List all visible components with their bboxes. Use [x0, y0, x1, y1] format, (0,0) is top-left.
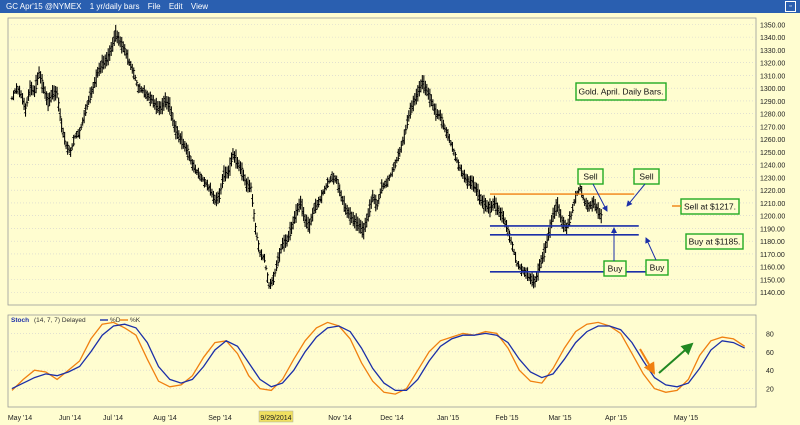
chart-title-box	[575, 82, 667, 101]
price-tick-label: 1300.00	[760, 86, 785, 93]
price-tick-label: 1310.00	[760, 73, 785, 80]
sell-callout-1: Sell	[583, 172, 597, 182]
price-tick-label: 1250.00	[760, 150, 785, 157]
stoch-panel-frame	[7, 314, 757, 408]
price-tick-label: 1290.00	[760, 99, 785, 106]
price-tick-label: 1140.00	[760, 290, 785, 297]
price-tick-label: 1330.00	[760, 48, 785, 55]
stoch-tick-label: 80	[766, 331, 774, 338]
menu-file[interactable]: File	[147, 2, 161, 11]
x-axis-cursor-date-box	[258, 410, 294, 423]
price-tick-label: 1160.00	[760, 265, 785, 272]
x-tick-label: Dec '14	[380, 415, 404, 422]
price-panel: 1140.00 1150.00 1160.00 1170.00 1180.00 1190.…	[7, 17, 785, 306]
price-tick-label: 1280.00	[760, 112, 785, 119]
x-tick-label: Jan '15	[437, 415, 459, 422]
stoch-down-arrow	[639, 348, 656, 375]
interval-label[interactable]: 1 yr/daily bars	[89, 2, 140, 11]
buy-level-label: Buy at $1185.	[689, 237, 741, 247]
stoch-tick-label: 60	[766, 350, 774, 357]
buy-level-label-box	[685, 233, 744, 250]
price-tick-label: 1270.00	[760, 124, 785, 131]
x-tick-label: Mar '15	[548, 415, 571, 422]
stoch-tick-label: 40	[766, 368, 774, 375]
price-tick-label: 1170.00	[760, 252, 785, 259]
price-tick-label: 1210.00	[760, 201, 785, 208]
stoch-line-K	[11, 321, 746, 395]
buy-callout-1: Buy	[608, 264, 623, 274]
x-tick-label: Sep '14	[208, 415, 232, 422]
sell-arrow-1	[592, 183, 608, 212]
x-tick-label: 9/29/2014	[260, 415, 291, 422]
chart-canvas: 1140.00 1150.00 1160.00 1170.00 1180.00 1190.…	[0, 13, 800, 425]
stoch-indicator-name: Stoch	[11, 317, 29, 324]
price-tick-label: 1320.00	[760, 61, 785, 68]
x-tick-label: May '15	[674, 415, 698, 422]
stoch-line-D	[11, 323, 745, 392]
price-tick-label: 1220.00	[760, 188, 785, 195]
stoch-legend-d: %D	[110, 317, 121, 324]
price-tick-label: 1190.00	[760, 226, 785, 233]
buy-callout-2: Buy	[650, 263, 665, 273]
price-tick-label: 1240.00	[760, 163, 785, 170]
stoch-indicator-params: (14, 7, 7) Delayed	[34, 317, 86, 324]
price-tick-label: 1230.00	[760, 175, 785, 182]
stoch-tick-label: 20	[766, 387, 774, 394]
x-tick-label: Feb '15	[495, 415, 518, 422]
symbol-title: GC Apr'15 @NYMEX	[6, 2, 82, 11]
x-tick-label: Jul '14	[103, 415, 123, 422]
stoch-legend-k: %K	[130, 317, 141, 324]
x-axis: May '14 Jun '14 Jul '14 Aug '14 Sep '14 9/29/…	[8, 410, 698, 423]
price-tick-label: 1180.00	[760, 239, 785, 246]
menu-view[interactable]: View	[190, 2, 209, 11]
x-tick-label: Aug '14	[153, 415, 177, 422]
sell-callout-2-box	[633, 168, 660, 185]
price-tick-label: 1200.00	[760, 214, 785, 221]
sell-callout-2: Sell	[639, 172, 653, 182]
price-tick-label: 1260.00	[760, 137, 785, 144]
sell-arrow-2	[626, 183, 646, 207]
x-tick-label: Nov '14	[328, 415, 352, 422]
price-tick-label: 1340.00	[760, 35, 785, 42]
sell-callout-1-box	[577, 168, 604, 185]
stochastic-panel: 20 40 60 80 Stoch (14, 7, 7) Delayed %D %K	[7, 314, 774, 408]
buy-arrow-2	[645, 237, 657, 261]
buy-callout-1-box	[603, 260, 627, 277]
price-tick-label: 1150.00	[760, 277, 785, 284]
price-panel-frame	[7, 17, 757, 306]
window-control-icon[interactable]: ▫	[785, 1, 796, 12]
menu-edit[interactable]: Edit	[168, 2, 183, 11]
window-titlebar: GC Apr'15 @NYMEX 1 yr/daily bars File Ed…	[0, 0, 800, 13]
x-tick-label: May '14	[8, 415, 32, 422]
price-tick-label: 1350.00	[760, 22, 785, 29]
x-tick-label: Apr '15	[605, 415, 627, 422]
x-tick-label: Jun '14	[59, 415, 81, 422]
stoch-up-arrow	[658, 342, 694, 374]
chart-title: Gold. April. Daily Bars.	[578, 87, 663, 97]
buy-callout-2-box	[645, 259, 669, 276]
sell-level-label: Sell at $1217.	[684, 202, 736, 212]
